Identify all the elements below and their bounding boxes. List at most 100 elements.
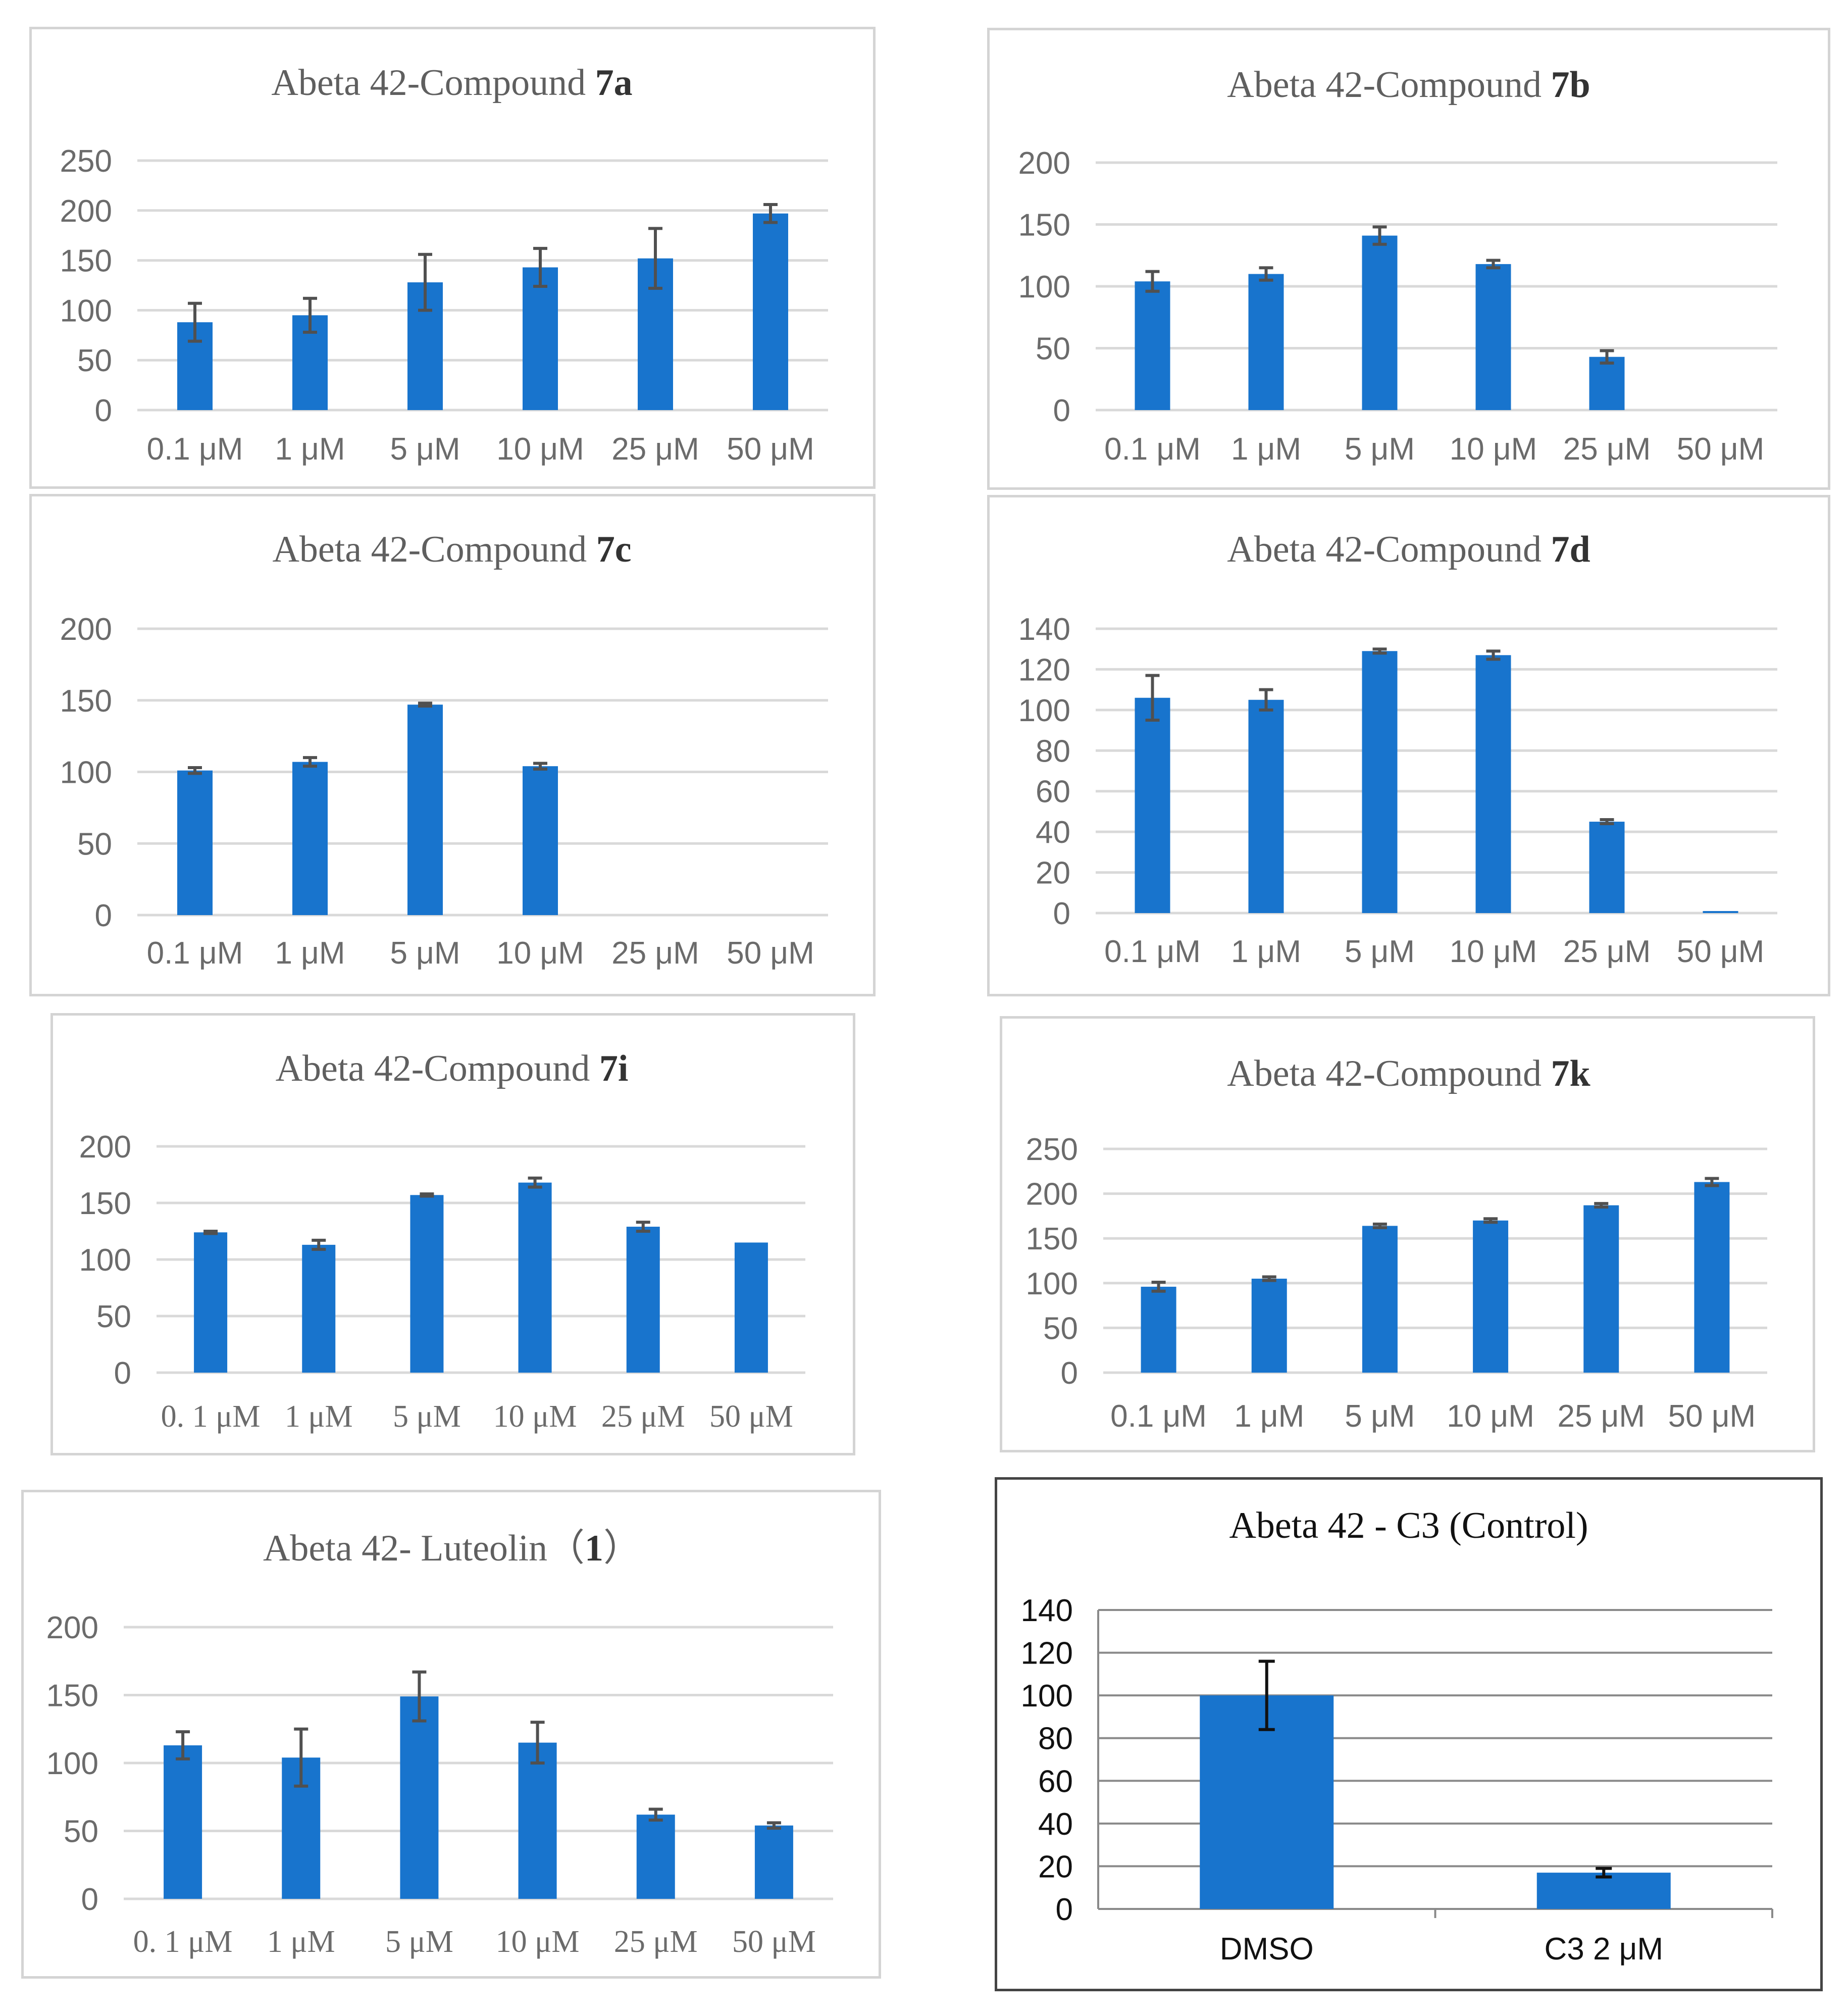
x-tick-label-7d-3: 10 μM [1450, 934, 1537, 969]
x-tick-label-7c-1: 1 μM [275, 936, 345, 971]
bar-7c-0 [177, 770, 213, 915]
x-tick-label-7i-5: 50 μM [709, 1399, 793, 1434]
bar-lut-4 [636, 1815, 675, 1899]
y-tick-label-c3-5: 100 [1021, 1679, 1073, 1714]
x-tick-label-7k-4: 25 μM [1557, 1399, 1645, 1434]
y-tick-label-7i-4: 200 [79, 1130, 131, 1165]
y-tick-label-7c-2: 100 [60, 756, 112, 790]
bar-7d-3 [1475, 655, 1511, 913]
x-tick-label-7i-2: 5 μM [393, 1399, 461, 1434]
y-tick-label-c3-0: 0 [1056, 1892, 1073, 1927]
chart-panel-7c [29, 494, 876, 996]
y-tick-label-7a-5: 250 [60, 144, 112, 179]
y-tick-label-7c-4: 200 [60, 612, 112, 647]
x-tick-label-7c-0: 0.1 μM [147, 936, 243, 971]
x-tick-label-7c-2: 5 μM [390, 936, 460, 971]
y-tick-label-7c-3: 150 [60, 684, 112, 719]
x-tick-label-7d-0: 0.1 μM [1104, 934, 1201, 969]
x-tick-label-7i-4: 25 μM [601, 1399, 685, 1434]
x-tick-label-7a-2: 5 μM [390, 432, 460, 467]
bar-7d-4 [1589, 822, 1625, 913]
y-tick-label-7a-1: 50 [77, 343, 112, 378]
x-tick-label-7k-3: 10 μM [1447, 1399, 1534, 1434]
x-tick-label-7i-1: 1 μM [285, 1399, 353, 1434]
bar-7d-1 [1248, 699, 1284, 913]
y-tick-label-c3-3: 60 [1038, 1764, 1073, 1799]
x-tick-label-lut-1: 1 μM [267, 1925, 335, 1959]
y-tick-label-c3-2: 40 [1038, 1807, 1073, 1842]
x-tick-label-7b-2: 5 μM [1345, 432, 1415, 467]
chart-panel-7a [29, 27, 876, 489]
y-tick-label-7a-3: 150 [60, 244, 112, 279]
y-tick-label-7c-1: 50 [77, 827, 112, 862]
y-tick-label-7k-1: 50 [1043, 1311, 1078, 1346]
x-tick-label-c3-1: C3 2 μM [1544, 1932, 1663, 1967]
y-tick-label-c3-4: 80 [1038, 1722, 1073, 1756]
x-tick-label-7k-0: 0.1 μM [1110, 1399, 1207, 1434]
x-tick-label-lut-5: 50 μM [732, 1925, 816, 1959]
y-tick-label-7a-2: 100 [60, 293, 112, 328]
chart-title-text-7k: Abeta 42-Compound [1227, 1053, 1551, 1094]
y-tick-label-7k-0: 0 [1061, 1356, 1078, 1391]
x-tick-label-7d-4: 25 μM [1563, 934, 1651, 969]
chart-title-text-7a: Abeta 42-Compound [271, 62, 595, 104]
y-tick-label-7k-5: 250 [1026, 1132, 1078, 1167]
bar-7c-1 [292, 762, 328, 915]
y-tick-label-7i-0: 0 [114, 1356, 131, 1391]
x-tick-label-7b-4: 25 μM [1563, 432, 1651, 467]
y-tick-label-7i-3: 150 [79, 1186, 131, 1221]
y-tick-label-lut-3: 150 [46, 1679, 98, 1714]
x-tick-label-lut-2: 5 μM [385, 1925, 453, 1959]
bar-7i-0 [194, 1232, 228, 1373]
y-tick-label-lut-0: 0 [81, 1882, 98, 1917]
y-tick-label-7b-3: 150 [1018, 208, 1070, 243]
x-tick-label-7c-4: 25 μM [611, 936, 699, 971]
bar-7b-3 [1475, 264, 1511, 410]
chart-title-7k: Abeta 42-Compound 7k [1227, 1053, 1590, 1094]
chart-title-compound-7c: 7c [596, 529, 632, 570]
chart-panel-c3-control [995, 1477, 1823, 1991]
bar-7k-5 [1694, 1182, 1730, 1373]
bar-7d-2 [1362, 651, 1398, 913]
x-tick-label-lut-4: 25 μM [614, 1925, 698, 1959]
chart-title-c3: Abeta 42 - C3 (Control) [1229, 1505, 1588, 1546]
chart-title-text-7c: Abeta 42-Compound [272, 529, 596, 570]
y-tick-label-7c-0: 0 [95, 898, 112, 933]
bar-7d-5 [1703, 911, 1738, 913]
chart-panel-7k [1000, 1016, 1815, 1452]
chart-title-tail-lut: ） [603, 1528, 641, 1569]
chart-title-compound-7d: 7d [1551, 529, 1590, 570]
y-tick-label-7d-3: 60 [1036, 775, 1070, 810]
bar-7d-0 [1135, 697, 1170, 913]
x-tick-label-7k-5: 50 μM [1668, 1399, 1756, 1434]
chart-title-7i: Abeta 42-Compound 7i [276, 1048, 629, 1089]
x-tick-label-7a-4: 25 μM [611, 432, 699, 467]
bar-7b-0 [1135, 281, 1170, 410]
x-tick-label-7d-2: 5 μM [1345, 934, 1415, 969]
bar-7c-2 [407, 704, 443, 915]
bar-7b-4 [1589, 357, 1625, 410]
y-tick-label-7d-6: 120 [1018, 652, 1070, 687]
y-tick-label-lut-2: 100 [46, 1746, 98, 1781]
x-tick-label-c3-0: DMSO [1220, 1932, 1314, 1967]
bar-lut-3 [518, 1742, 557, 1899]
y-tick-label-7b-1: 50 [1036, 332, 1070, 367]
y-tick-label-c3-6: 120 [1021, 1636, 1073, 1671]
y-tick-label-7d-1: 20 [1036, 856, 1070, 891]
y-tick-label-7k-3: 150 [1026, 1222, 1078, 1256]
bar-7c-3 [523, 766, 558, 915]
x-tick-label-7d-5: 50 μM [1677, 934, 1765, 969]
chart-panel-7b [987, 28, 1830, 490]
y-tick-label-7k-4: 200 [1026, 1177, 1078, 1212]
bar-7b-1 [1248, 274, 1284, 410]
x-tick-label-7d-1: 1 μM [1231, 934, 1301, 969]
x-tick-label-7a-1: 1 μM [275, 432, 345, 467]
chart-title-text-7b: Abeta 42-Compound [1227, 64, 1551, 106]
y-tick-label-7b-2: 100 [1018, 270, 1070, 305]
chart-title-7a: Abeta 42-Compound 7a [271, 62, 632, 104]
y-tick-label-lut-1: 50 [64, 1815, 98, 1849]
bar-7a-5 [753, 213, 788, 410]
x-tick-label-7c-5: 50 μM [727, 936, 814, 971]
x-tick-label-7a-0: 0.1 μM [147, 432, 243, 467]
y-tick-label-7b-0: 0 [1053, 393, 1070, 428]
